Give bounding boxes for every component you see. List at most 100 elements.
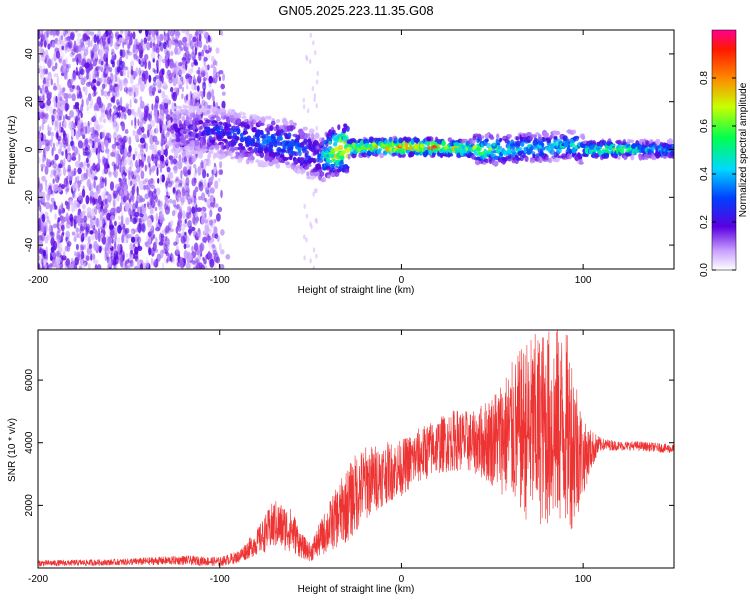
x-tick-label: 0 (399, 275, 405, 286)
noise-speckle (44, 77, 49, 82)
noise-speckle (45, 68, 49, 75)
noise-speckle (59, 131, 63, 137)
noise-speckle (89, 230, 94, 235)
noise-speckle (61, 90, 65, 96)
noise-speckle (124, 30, 128, 37)
noise-speckle (52, 142, 55, 149)
ridge-point (189, 119, 193, 124)
noise-speckle (80, 112, 83, 119)
ridge-point (247, 153, 252, 157)
noise-speckle (196, 262, 201, 269)
noise-speckle (104, 199, 108, 205)
noise-speckle (55, 174, 60, 184)
noise-speckle (62, 136, 67, 145)
noise-speckle (172, 158, 178, 165)
noise-speckle (159, 42, 164, 52)
noise-speckle (85, 125, 88, 135)
noise-speckle (135, 159, 139, 169)
noise-speckle (121, 264, 126, 269)
ridge-point (604, 144, 610, 151)
ridge-point (283, 120, 289, 126)
noise-speckle (114, 72, 118, 79)
noise-speckle (121, 156, 125, 161)
noise-speckle (136, 185, 139, 196)
noise-speckle (128, 43, 131, 49)
ridge-point (242, 130, 249, 135)
noise-speckle (169, 61, 174, 69)
noise-speckle (91, 35, 95, 43)
noise-speckle (63, 177, 68, 188)
noise-speckle (118, 154, 121, 162)
ridge-point (310, 133, 315, 140)
noise-speckle (190, 61, 195, 68)
noise-speckle (101, 236, 107, 245)
noise-speckle (96, 35, 100, 45)
noise-speckle (203, 258, 207, 265)
noise-speckle (125, 35, 130, 41)
ridge-point (391, 153, 396, 157)
noise-speckle (98, 219, 104, 228)
noise-speckle (86, 140, 89, 145)
noise-speckle (184, 99, 190, 105)
ridge-point (484, 133, 491, 139)
noise-speckle (130, 249, 134, 255)
noise-speckle (170, 180, 174, 185)
noise-speckle (302, 97, 305, 103)
ridge-point (632, 143, 636, 147)
ridge-point (524, 156, 529, 162)
ridge-point (502, 158, 508, 162)
noise-speckle (142, 219, 145, 225)
noise-speckle (200, 252, 203, 257)
noise-speckle (188, 33, 193, 39)
noise-speckle (69, 31, 75, 40)
noise-speckle (208, 47, 212, 53)
noise-speckle (160, 161, 163, 168)
noise-speckle (114, 66, 120, 75)
noise-speckle (193, 179, 197, 186)
noise-speckle (60, 35, 64, 41)
noise-speckle (80, 68, 85, 76)
noise-speckle (187, 169, 191, 176)
noise-speckle (122, 195, 127, 203)
ridge-point (308, 141, 313, 149)
noise-speckle (129, 243, 134, 252)
noise-speckle (191, 156, 196, 163)
ridge-point (483, 148, 487, 153)
noise-speckle (139, 213, 144, 218)
noise-speckle (63, 70, 67, 80)
ridge-point (410, 153, 414, 157)
noise-speckle (112, 148, 117, 157)
noise-speckle (303, 255, 306, 261)
noise-speckle (309, 32, 312, 38)
noise-speckle (202, 77, 207, 82)
noise-speckle (155, 212, 158, 222)
noise-speckle (39, 240, 44, 248)
noise-speckle (169, 108, 172, 115)
noise-speckle (72, 182, 76, 192)
noise-speckle (88, 167, 91, 178)
noise-speckle (203, 44, 208, 52)
noise-speckle (79, 179, 82, 185)
noise-speckle (128, 207, 132, 217)
noise-speckle (115, 190, 120, 195)
ridge-point (269, 125, 273, 132)
noise-speckle (164, 237, 170, 245)
noise-speckle (196, 207, 202, 213)
ridge-point (236, 128, 241, 135)
noise-speckle (44, 201, 51, 210)
noise-speckle (113, 114, 118, 120)
noise-speckle (58, 163, 63, 169)
noise-speckle (130, 65, 134, 71)
noise-speckle (59, 254, 64, 265)
ridge-point (480, 135, 485, 139)
noise-speckle (141, 156, 147, 162)
ridge-point (304, 150, 309, 156)
ridge-point (270, 120, 276, 126)
ridge-point (543, 132, 549, 139)
ridge-point (339, 155, 344, 160)
noise-speckle (102, 218, 106, 228)
noise-speckle (139, 137, 145, 144)
noise-speckle (175, 176, 179, 182)
noise-speckle (190, 51, 195, 57)
